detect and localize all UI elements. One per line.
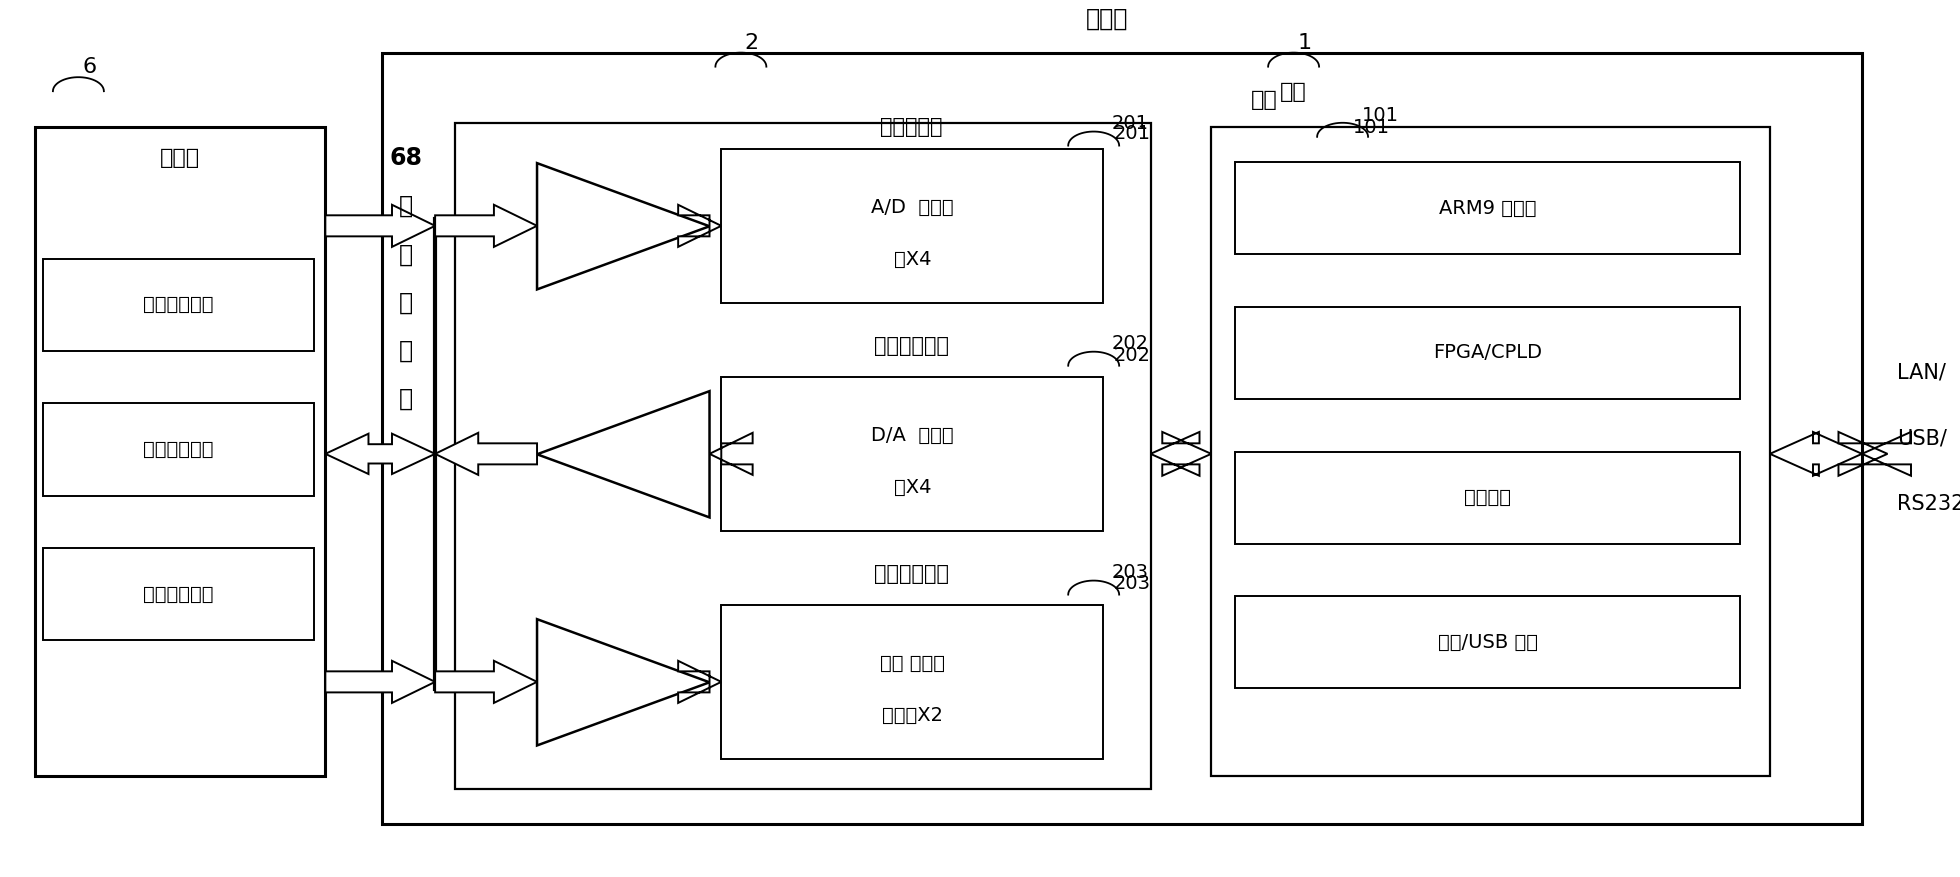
Polygon shape — [678, 661, 721, 703]
Text: 模拟信号输出: 模拟信号输出 — [143, 440, 214, 459]
Bar — [1235, 162, 1740, 254]
Polygon shape — [325, 433, 435, 474]
Text: 网络/USB 接口: 网络/USB 接口 — [1437, 633, 1539, 652]
Bar — [43, 403, 314, 496]
Text: 针: 针 — [398, 194, 414, 218]
Polygon shape — [537, 163, 710, 289]
Text: 101: 101 — [1352, 118, 1390, 137]
Text: 块X4: 块X4 — [894, 478, 931, 497]
Polygon shape — [537, 619, 710, 745]
Text: 频率 相位测: 频率 相位测 — [880, 654, 945, 673]
Polygon shape — [710, 432, 753, 474]
Text: A/D  转换模: A/D 转换模 — [870, 198, 955, 217]
Text: 6: 6 — [82, 57, 96, 77]
Text: 频率信号输入: 频率信号输入 — [143, 585, 214, 603]
Bar — [382, 53, 1862, 824]
Text: 输入调理电路: 输入调理电路 — [874, 337, 949, 356]
Text: 203: 203 — [1113, 574, 1151, 593]
Text: USB/: USB/ — [1897, 429, 1946, 448]
Bar — [43, 259, 314, 351]
Text: 块X4: 块X4 — [894, 250, 931, 269]
Polygon shape — [325, 661, 435, 703]
Polygon shape — [1151, 431, 1211, 475]
Text: 203: 203 — [1111, 563, 1149, 582]
Bar — [43, 548, 314, 640]
Bar — [1235, 307, 1740, 399]
Text: 基板: 基板 — [1280, 82, 1307, 102]
Text: 基板: 基板 — [1250, 89, 1278, 110]
Polygon shape — [325, 204, 435, 247]
Text: 1: 1 — [1298, 32, 1311, 53]
Text: FPGA/CPLD: FPGA/CPLD — [1433, 344, 1543, 362]
Bar — [1235, 452, 1740, 544]
Text: 接口板: 接口板 — [161, 148, 200, 168]
Text: 筱: 筱 — [398, 290, 414, 315]
Text: 201: 201 — [1113, 124, 1151, 143]
Bar — [1235, 596, 1740, 688]
Text: 68: 68 — [390, 146, 421, 170]
Bar — [721, 377, 1103, 531]
Text: LAN/: LAN/ — [1897, 363, 1946, 382]
Text: D/A  转换模: D/A 转换模 — [870, 426, 955, 445]
Text: 电源管理: 电源管理 — [1464, 488, 1511, 507]
Text: 仪器功能板: 仪器功能板 — [880, 118, 943, 137]
Text: 电: 电 — [398, 339, 414, 363]
Polygon shape — [1770, 431, 1862, 475]
Text: 202: 202 — [1111, 334, 1149, 353]
Text: 输出调理电路: 输出调理电路 — [874, 565, 949, 584]
Text: 101: 101 — [1362, 105, 1399, 125]
Text: 仪器筱: 仪器筱 — [1086, 7, 1129, 31]
Text: 202: 202 — [1113, 346, 1151, 365]
Text: 2: 2 — [745, 32, 759, 53]
Text: ARM9 核心板: ARM9 核心板 — [1439, 199, 1537, 217]
Polygon shape — [537, 391, 710, 517]
Polygon shape — [435, 432, 537, 474]
Polygon shape — [435, 204, 537, 247]
Text: 201: 201 — [1111, 114, 1149, 133]
Polygon shape — [435, 661, 537, 703]
Bar — [455, 123, 1151, 789]
Bar — [1211, 127, 1770, 776]
Polygon shape — [1838, 431, 1911, 475]
Text: RS232: RS232 — [1897, 495, 1960, 514]
Bar — [35, 127, 325, 776]
Bar — [721, 605, 1103, 759]
Text: 量模块X2: 量模块X2 — [882, 706, 943, 725]
Text: 模拟信号输入: 模拟信号输入 — [143, 296, 214, 314]
Text: 机: 机 — [398, 242, 414, 267]
Text: 缆: 缆 — [398, 387, 414, 411]
Bar — [721, 149, 1103, 303]
Polygon shape — [678, 204, 721, 247]
